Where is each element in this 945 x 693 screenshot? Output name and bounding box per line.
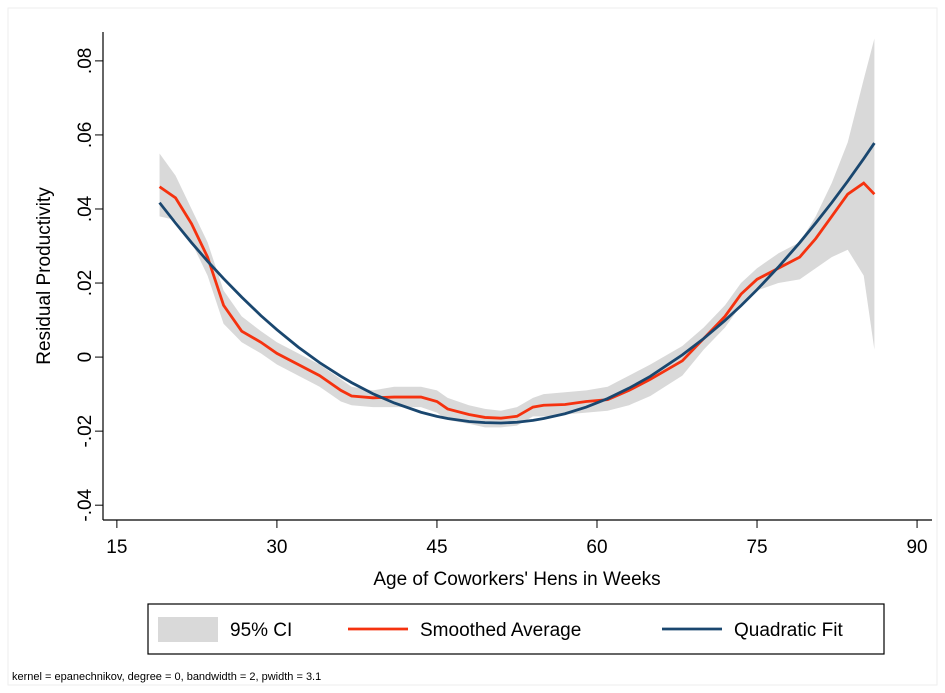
x-tick-label: 75 xyxy=(746,537,767,558)
y-tick-label: 0 xyxy=(75,352,96,363)
y-tick-label: .02 xyxy=(75,270,96,296)
y-tick-label: .04 xyxy=(75,195,96,222)
x-tick-label: 30 xyxy=(266,537,287,558)
legend-label: Smoothed Average xyxy=(420,620,581,641)
y-tick-label: -.02 xyxy=(75,415,96,448)
note: kernel = epanechnikov, degree = 0, bandw… xyxy=(12,671,321,683)
legend-swatch xyxy=(158,617,218,642)
legend-box xyxy=(147,603,885,655)
x-tick-label: 60 xyxy=(586,537,607,558)
line xyxy=(158,181,876,420)
graph-region xyxy=(7,7,938,686)
y-tick-label: -.04 xyxy=(75,488,96,521)
x-tick-label: 90 xyxy=(906,537,927,558)
y-tick-label: .06 xyxy=(75,122,96,148)
x-tick-label: 15 xyxy=(106,537,127,558)
legend-label: Quadratic Fit xyxy=(734,620,843,641)
legend-label: 95% CI xyxy=(230,620,292,641)
y-tick-label: .08 xyxy=(75,48,96,74)
y-axis-title: Residual Productivity xyxy=(34,187,55,365)
x-tick-label: 45 xyxy=(426,537,447,558)
line xyxy=(158,142,876,425)
x-axis-title: Age of Coworkers' Hens in Weeks xyxy=(373,569,660,590)
